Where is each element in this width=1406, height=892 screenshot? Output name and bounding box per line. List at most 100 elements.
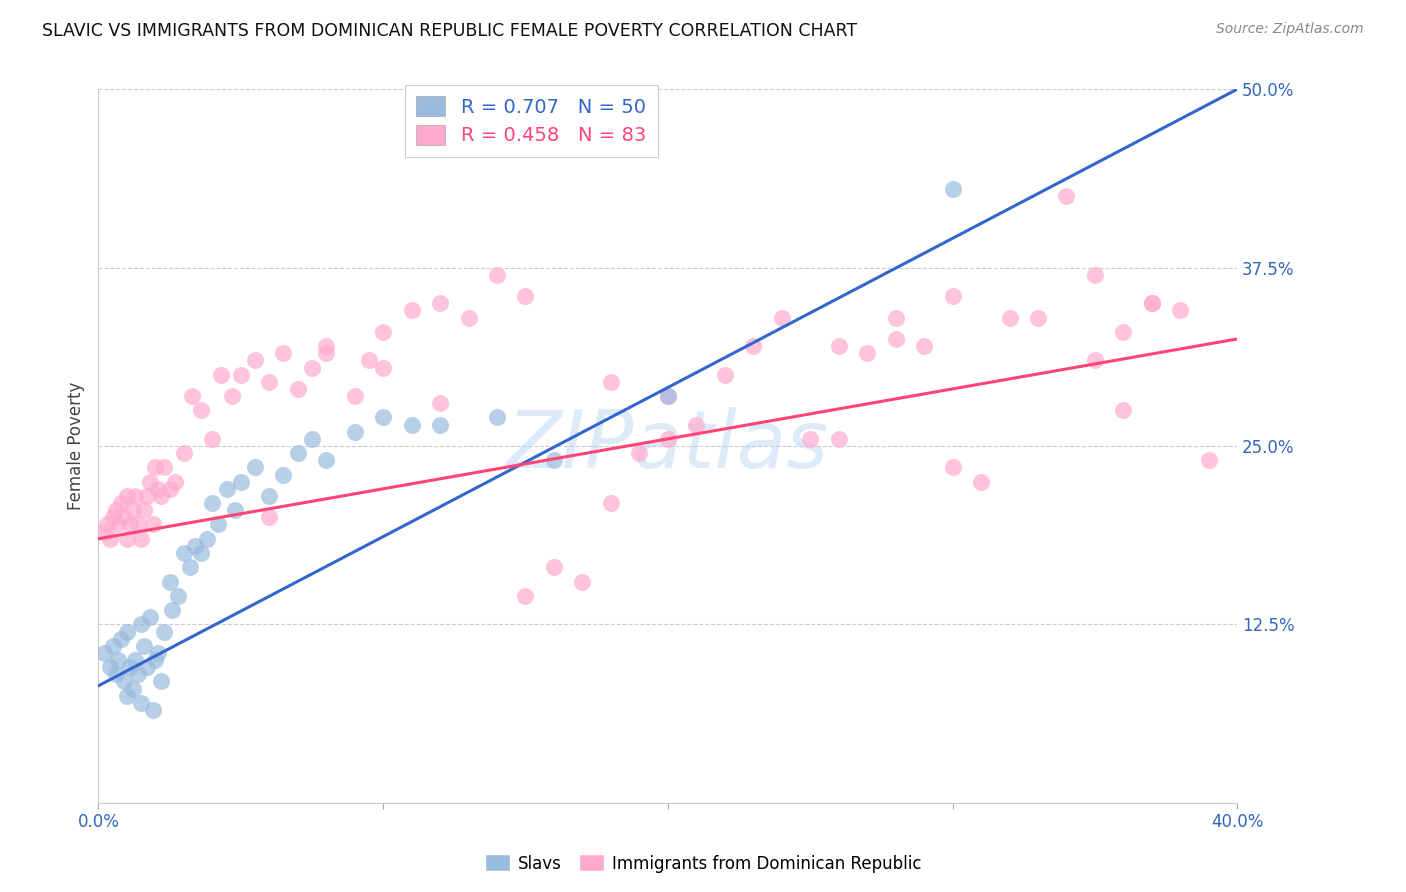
Point [229,368,252,382]
Point [657,389,679,403]
Text: SLAVIC VS IMMIGRANTS FROM DOMINICAN REPUBLIC FEMALE POVERTY CORRELATION CHART: SLAVIC VS IMMIGRANTS FROM DOMINICAN REPU… [42,22,858,40]
Point [115,532,138,546]
Point [209,368,232,382]
Point [714,368,737,382]
Point [942,289,965,303]
Point [273,346,295,360]
Y-axis label: Female Poverty: Female Poverty [66,382,84,510]
Point [148,482,170,496]
Point [799,432,821,446]
Point [600,496,623,510]
Point [207,517,229,532]
Point [110,632,132,646]
Point [515,589,537,603]
Point [179,560,201,574]
Point [141,703,163,717]
Point [101,639,124,653]
Point [148,646,170,660]
Point [1084,268,1107,282]
Point [685,417,707,432]
Point [828,432,851,446]
Point [135,660,157,674]
Point [259,375,281,389]
Point [315,339,337,353]
Point [150,674,173,689]
Point [190,403,212,417]
Point [884,310,907,325]
Point [1198,453,1220,467]
Point [138,475,160,489]
Point [93,646,115,660]
Legend: R = 0.707   N = 50, R = 0.458   N = 83: R = 0.707 N = 50, R = 0.458 N = 83 [405,85,658,157]
Point [229,475,252,489]
Point [301,360,323,375]
Legend: Slavs, Immigrants from Dominican Republic: Slavs, Immigrants from Dominican Republi… [478,847,928,880]
Point [373,360,395,375]
Point [115,489,138,503]
Point [600,375,623,389]
Point [165,475,187,489]
Point [1084,353,1107,368]
Point [970,475,993,489]
Point [107,653,129,667]
Point [486,268,509,282]
Point [259,510,281,524]
Point [543,560,565,574]
Point [124,653,146,667]
Point [127,667,149,681]
Point [486,410,509,425]
Point [167,589,190,603]
Point [118,660,141,674]
Point [159,482,181,496]
Point [98,660,121,674]
Point [107,517,129,532]
Point [657,389,679,403]
Point [121,681,143,696]
Point [373,410,395,425]
Point [190,546,212,560]
Point [96,517,118,532]
Point [1140,296,1163,310]
Point [942,460,965,475]
Point [543,453,565,467]
Point [401,303,423,318]
Point [129,617,152,632]
Point [145,653,167,667]
Point [104,503,127,517]
Point [742,339,765,353]
Point [195,532,218,546]
Point [1112,325,1135,339]
Point [287,382,309,396]
Point [101,510,124,524]
Point [153,460,176,475]
Point [181,389,204,403]
Point [1056,189,1078,203]
Point [173,546,195,560]
Point [315,453,337,467]
Point [201,432,224,446]
Point [343,389,366,403]
Point [98,532,121,546]
Point [884,332,907,346]
Point [856,346,879,360]
Point [115,624,138,639]
Point [457,310,479,325]
Point [124,489,146,503]
Point [942,182,965,196]
Point [429,296,451,310]
Point [998,310,1021,325]
Point [373,325,395,339]
Point [1170,303,1192,318]
Point [357,353,380,368]
Point [104,667,127,681]
Point [273,467,295,482]
Point [112,674,135,689]
Point [135,489,157,503]
Point [1112,403,1135,417]
Point [121,503,143,517]
Point [429,396,451,410]
Point [153,624,176,639]
Point [1026,310,1049,325]
Point [224,503,246,517]
Point [401,417,423,432]
